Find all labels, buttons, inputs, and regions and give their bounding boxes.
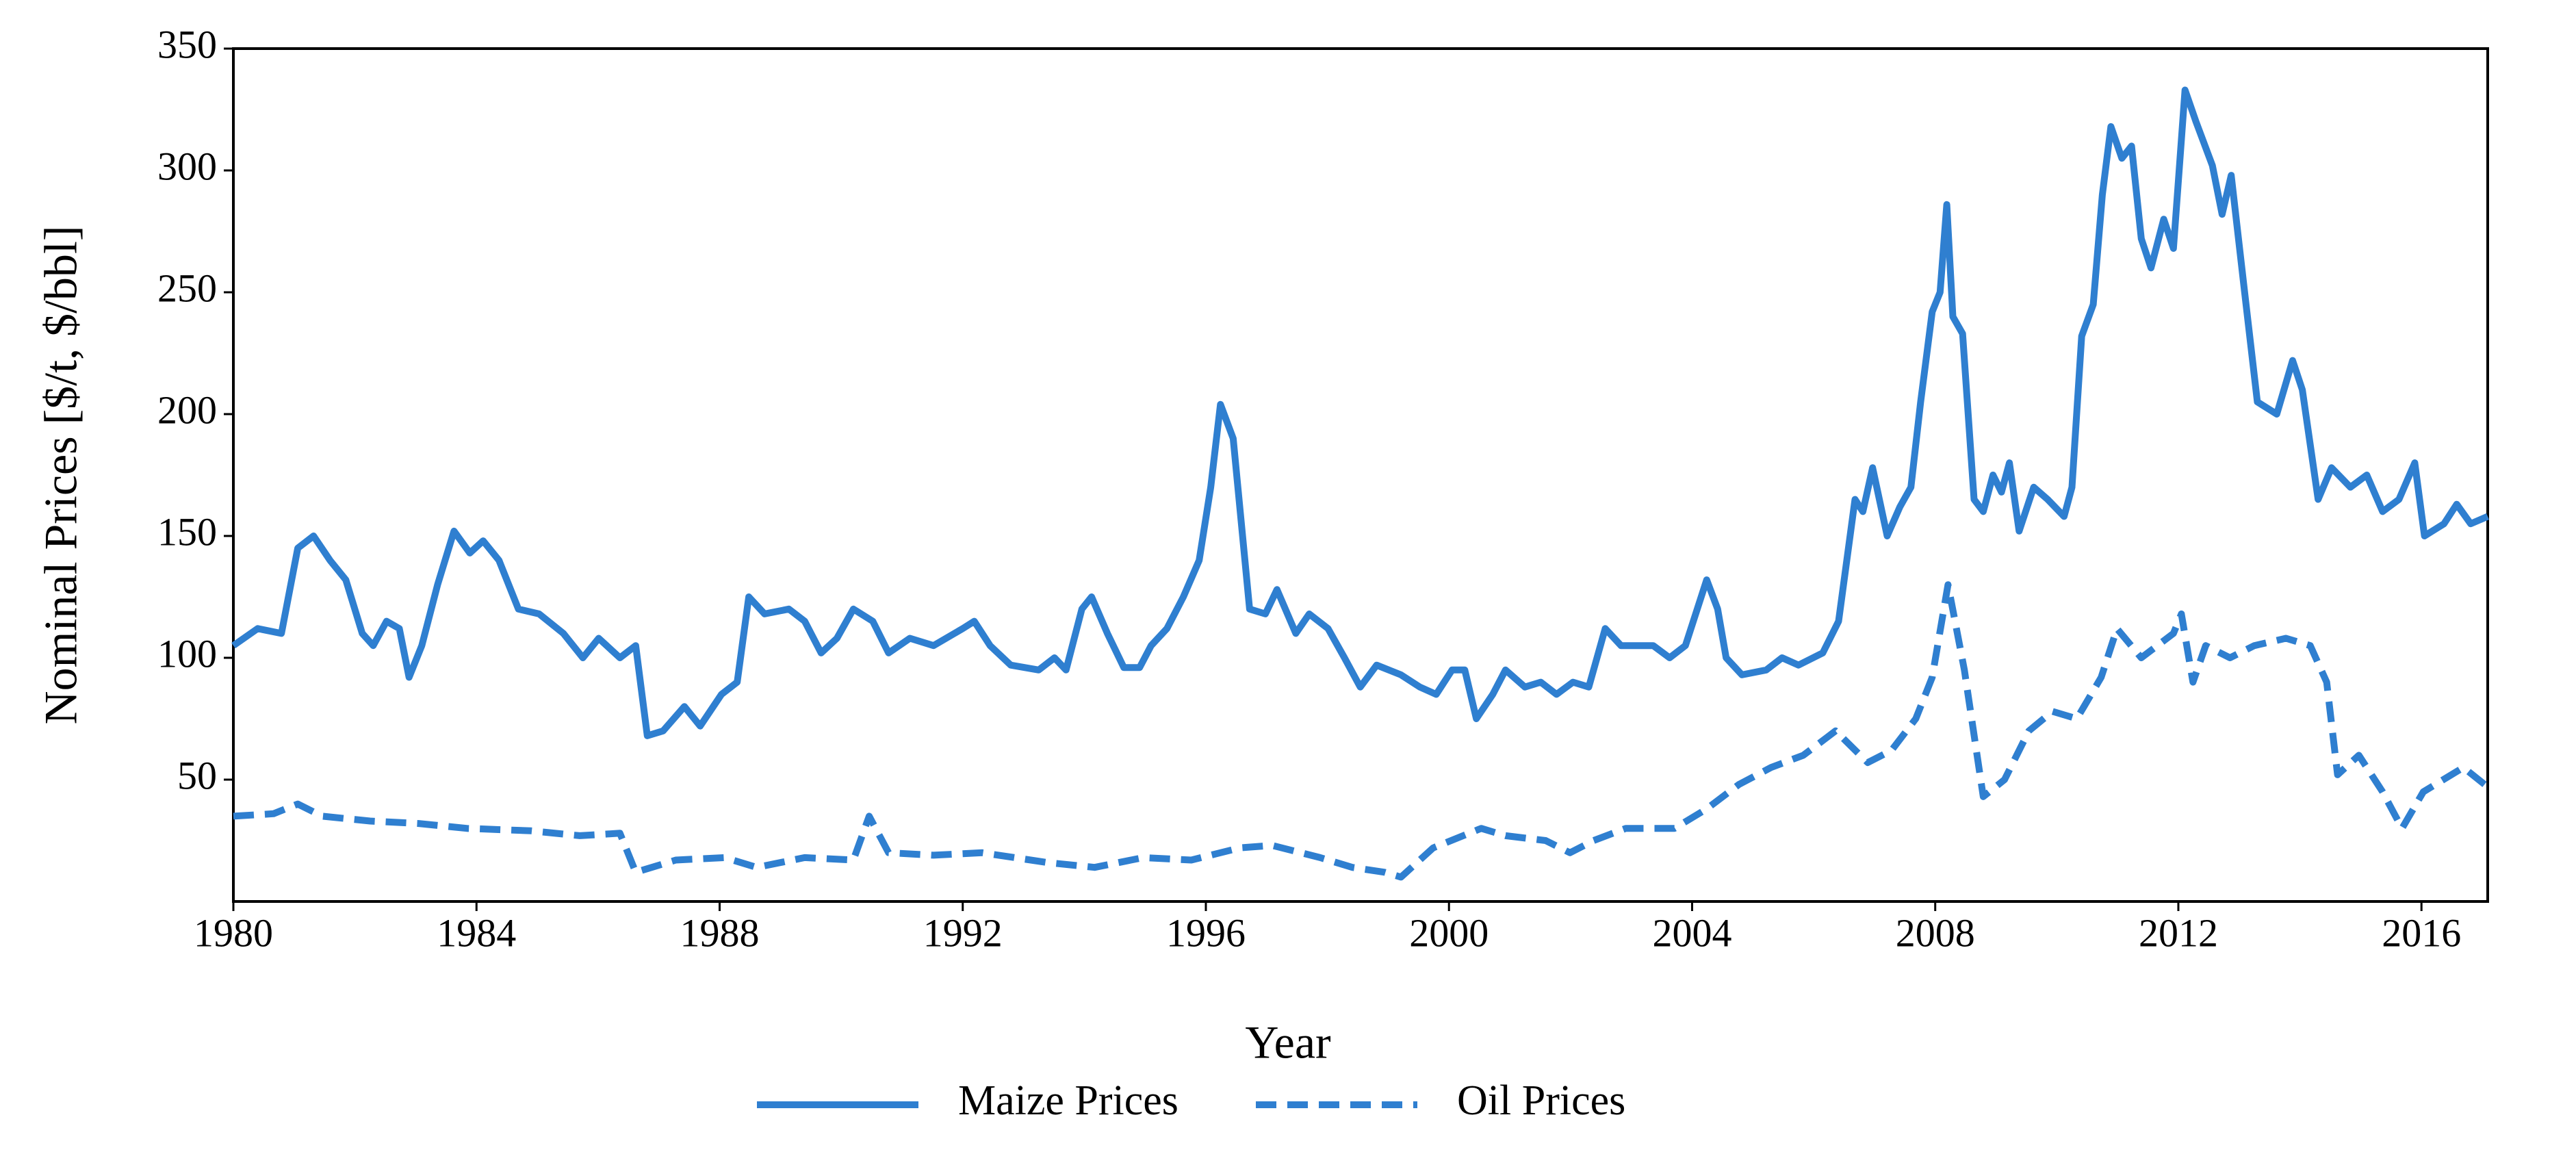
y-tick-label: 200 bbox=[157, 387, 217, 432]
x-tick-label: 1984 bbox=[437, 910, 516, 955]
x-tick-label: 2012 bbox=[2139, 910, 2218, 955]
legend-label: Maize Prices bbox=[958, 1077, 1178, 1124]
x-tick-label: 2016 bbox=[2382, 910, 2461, 955]
x-tick-label: 1988 bbox=[680, 910, 759, 955]
y-tick-label: 100 bbox=[157, 631, 217, 676]
x-tick-label: 2008 bbox=[1896, 910, 1975, 955]
x-tick-label: 1980 bbox=[194, 910, 273, 955]
y-axis-title: Nominal Prices [$/t, $/bbl] bbox=[35, 225, 87, 724]
x-tick-label: 1996 bbox=[1166, 910, 1246, 955]
legend-label: Oil Prices bbox=[1457, 1077, 1625, 1124]
plot-frame bbox=[232, 47, 2489, 903]
x-tick-label: 1992 bbox=[923, 910, 1003, 955]
y-tick-label: 350 bbox=[157, 22, 217, 66]
series-line bbox=[233, 581, 2490, 881]
y-tick-label: 300 bbox=[157, 144, 217, 188]
x-tick-label: 2000 bbox=[1409, 910, 1489, 955]
y-tick-label: 150 bbox=[157, 509, 217, 554]
y-tick-label: 50 bbox=[177, 753, 217, 797]
x-tick-label: 2004 bbox=[1652, 910, 1731, 955]
series-line bbox=[231, 86, 2489, 739]
x-axis-title: Year bbox=[1245, 1016, 1331, 1068]
y-tick-label: 250 bbox=[157, 266, 217, 310]
